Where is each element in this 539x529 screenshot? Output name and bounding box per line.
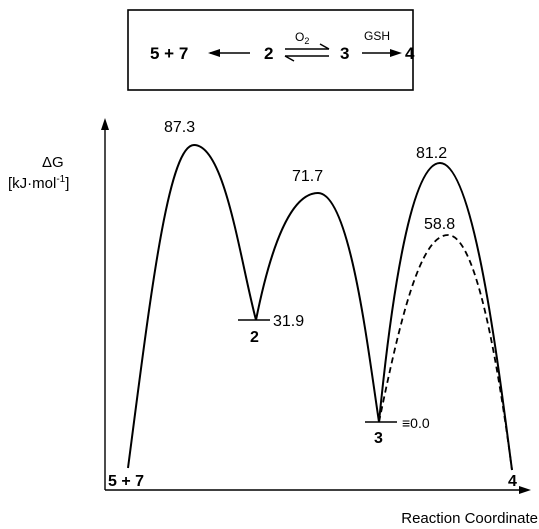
scheme-species-4: 4 bbox=[405, 44, 415, 63]
reaction-scheme: 5 + 7 2 O2 3 GSH 4 bbox=[127, 9, 415, 91]
scheme-reagent-gsh: GSH bbox=[364, 29, 390, 43]
start-label: 5 + 7 bbox=[108, 473, 144, 490]
scheme-species-3: 3 bbox=[340, 44, 349, 63]
intermediate-2-label: 2 bbox=[250, 329, 259, 346]
ts3-value: 81.2 bbox=[416, 145, 447, 162]
ts3-alt-value: 58.8 bbox=[424, 216, 455, 233]
x-axis-label: Reaction Coordinate bbox=[401, 510, 538, 527]
profile-solid bbox=[127, 143, 513, 471]
scheme-arrow-left bbox=[208, 49, 250, 57]
y-axis-arrowhead bbox=[101, 118, 109, 130]
energy-curves bbox=[127, 143, 513, 471]
scheme-box bbox=[127, 9, 414, 91]
scheme-reagent-o2: O2 bbox=[295, 30, 309, 46]
ts2-value: 71.7 bbox=[292, 168, 323, 185]
intermediate-3-value: ≡0.0 bbox=[402, 415, 430, 431]
y-axis-label-delta-g: ΔG bbox=[42, 154, 64, 171]
scheme-equilibrium-arrows bbox=[284, 43, 330, 62]
ts1-value: 87.3 bbox=[164, 119, 195, 136]
end-label: 4 bbox=[508, 473, 517, 490]
intermediate-3-label: 3 bbox=[374, 430, 383, 447]
scheme-species-2: 2 bbox=[264, 44, 273, 63]
profile-dashed-alternate bbox=[378, 234, 513, 471]
axes bbox=[101, 118, 531, 494]
intermediate-2-value: 31.9 bbox=[273, 313, 304, 330]
scheme-left-product: 5 + 7 bbox=[150, 44, 188, 63]
y-axis-label-units: [kJ·mol-1] bbox=[8, 174, 69, 192]
scheme-arrow-right bbox=[362, 49, 402, 57]
x-axis-arrowhead bbox=[519, 486, 531, 494]
